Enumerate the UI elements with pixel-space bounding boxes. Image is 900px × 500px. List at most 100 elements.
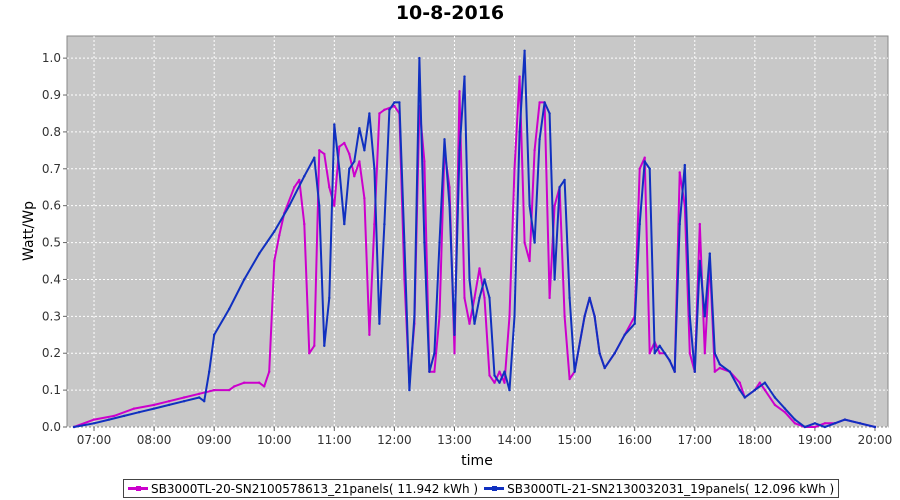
series-1-point bbox=[513, 167, 516, 170]
series-1-point bbox=[358, 160, 361, 163]
series-2-point bbox=[458, 149, 461, 152]
series-2-point bbox=[698, 259, 701, 263]
series-2-point bbox=[213, 333, 216, 336]
series-1-point bbox=[538, 101, 541, 104]
series-1-point bbox=[293, 186, 296, 189]
series-1-point bbox=[438, 315, 441, 318]
series-1-point bbox=[518, 75, 521, 78]
series-1-point bbox=[503, 381, 506, 384]
x-tick-label: 19:00 bbox=[798, 433, 833, 447]
series-1-point bbox=[568, 377, 571, 381]
series-2-point bbox=[182, 400, 186, 403]
series-2-point bbox=[303, 175, 306, 178]
y-tick-label: 0.7 bbox=[42, 162, 61, 176]
series-2-point bbox=[473, 322, 476, 325]
plot-background bbox=[66, 35, 889, 428]
series-2-point bbox=[498, 381, 501, 384]
x-tick-label: 10:00 bbox=[257, 433, 292, 447]
series-1-point bbox=[258, 381, 261, 384]
y-tick-label: 0.5 bbox=[42, 236, 61, 250]
series-2-point bbox=[718, 363, 721, 366]
series-2-point bbox=[393, 101, 396, 104]
series-2-point bbox=[663, 352, 666, 355]
series-2-point bbox=[483, 278, 486, 281]
series-2-point bbox=[598, 352, 601, 355]
series-2-point bbox=[533, 241, 536, 244]
series-2-point bbox=[273, 230, 276, 233]
y-tick-label: 0.0 bbox=[42, 420, 61, 434]
series-1-point bbox=[478, 267, 481, 270]
y-tick-label: 0.9 bbox=[42, 88, 61, 102]
series-1-point bbox=[132, 407, 136, 410]
series-1-point bbox=[548, 296, 551, 300]
series-2-point bbox=[793, 418, 797, 421]
series-1-point bbox=[308, 352, 311, 355]
legend-label-series-2: SB3000TL-21-SN2130032031_19panels( 12.09… bbox=[507, 481, 835, 496]
series-1-point bbox=[498, 370, 501, 373]
x-tick-label: 15:00 bbox=[557, 433, 592, 447]
grid bbox=[67, 36, 888, 428]
series-1-point bbox=[378, 112, 381, 115]
x-tick-label: 20:00 bbox=[858, 433, 893, 447]
series-1-point bbox=[393, 104, 396, 108]
series-2-point bbox=[373, 167, 376, 170]
series-2-point bbox=[428, 370, 431, 373]
series-2-point bbox=[858, 422, 862, 425]
series-2-point bbox=[508, 388, 511, 392]
series-2-point bbox=[873, 425, 877, 429]
series-2-point bbox=[643, 160, 646, 163]
x-tick-label: 14:00 bbox=[497, 433, 532, 447]
series-1-point bbox=[483, 296, 486, 300]
series-1-point bbox=[713, 370, 716, 373]
series-1-point bbox=[303, 222, 306, 226]
series-1-point bbox=[473, 296, 476, 300]
series-2-point bbox=[843, 418, 847, 421]
y-axis-ticks: 0.0 0.1 0.2 0.3 0.4 0.5 0.6 0.7 0.8 0.9 1.0 bbox=[42, 51, 67, 434]
series-2-point bbox=[358, 127, 361, 130]
series-2-point bbox=[568, 296, 571, 300]
series-1-point bbox=[313, 344, 316, 347]
series-2-point bbox=[198, 396, 201, 399]
series-1-point bbox=[167, 400, 171, 403]
series-2-point bbox=[152, 407, 156, 410]
x-tick-label: 18:00 bbox=[738, 433, 773, 447]
series-2-point bbox=[623, 333, 626, 336]
series-2-point bbox=[753, 388, 756, 392]
series-2-point bbox=[488, 296, 491, 300]
series-2-point bbox=[92, 422, 96, 425]
series-1-point bbox=[343, 141, 346, 145]
series-2-point bbox=[668, 359, 671, 362]
series-1-point bbox=[468, 322, 471, 325]
series-2-point bbox=[338, 167, 341, 170]
legend: SB3000TL-20-SN2100578613_21panels( 11.94… bbox=[123, 479, 840, 498]
series-1-point bbox=[318, 149, 321, 152]
series-1-point bbox=[678, 171, 681, 174]
y-tick-label: 0.4 bbox=[42, 272, 61, 286]
series-2-point bbox=[493, 374, 496, 377]
series-2-point bbox=[438, 241, 441, 244]
series-2-point bbox=[318, 204, 321, 207]
series-1-point bbox=[423, 160, 426, 163]
series-1-point bbox=[773, 403, 777, 407]
series-1-point bbox=[643, 156, 646, 159]
series-1-point bbox=[228, 388, 231, 392]
series-2-point bbox=[328, 296, 331, 300]
series-1-point bbox=[488, 374, 491, 377]
x-tick-label: 11:00 bbox=[317, 433, 352, 447]
series-1-point bbox=[463, 296, 466, 300]
series-2-point bbox=[573, 370, 576, 373]
series-1-point bbox=[198, 392, 201, 395]
legend-item-series-1: SB3000TL-20-SN2100578613_21panels( 11.94… bbox=[128, 482, 478, 496]
series-2-point bbox=[653, 352, 656, 355]
series-2-point bbox=[743, 396, 746, 399]
x-tick-label: 12:00 bbox=[377, 433, 412, 447]
series-1-point bbox=[323, 152, 326, 156]
series-2-point bbox=[378, 322, 381, 325]
series-1-point bbox=[363, 197, 366, 200]
series-1-point bbox=[368, 333, 371, 336]
series-2-point bbox=[243, 278, 246, 281]
series-2-point bbox=[72, 425, 76, 429]
series-2-point bbox=[107, 418, 111, 421]
series-2-point bbox=[763, 381, 767, 384]
y-axis-label: Watt/Wp bbox=[21, 201, 37, 261]
